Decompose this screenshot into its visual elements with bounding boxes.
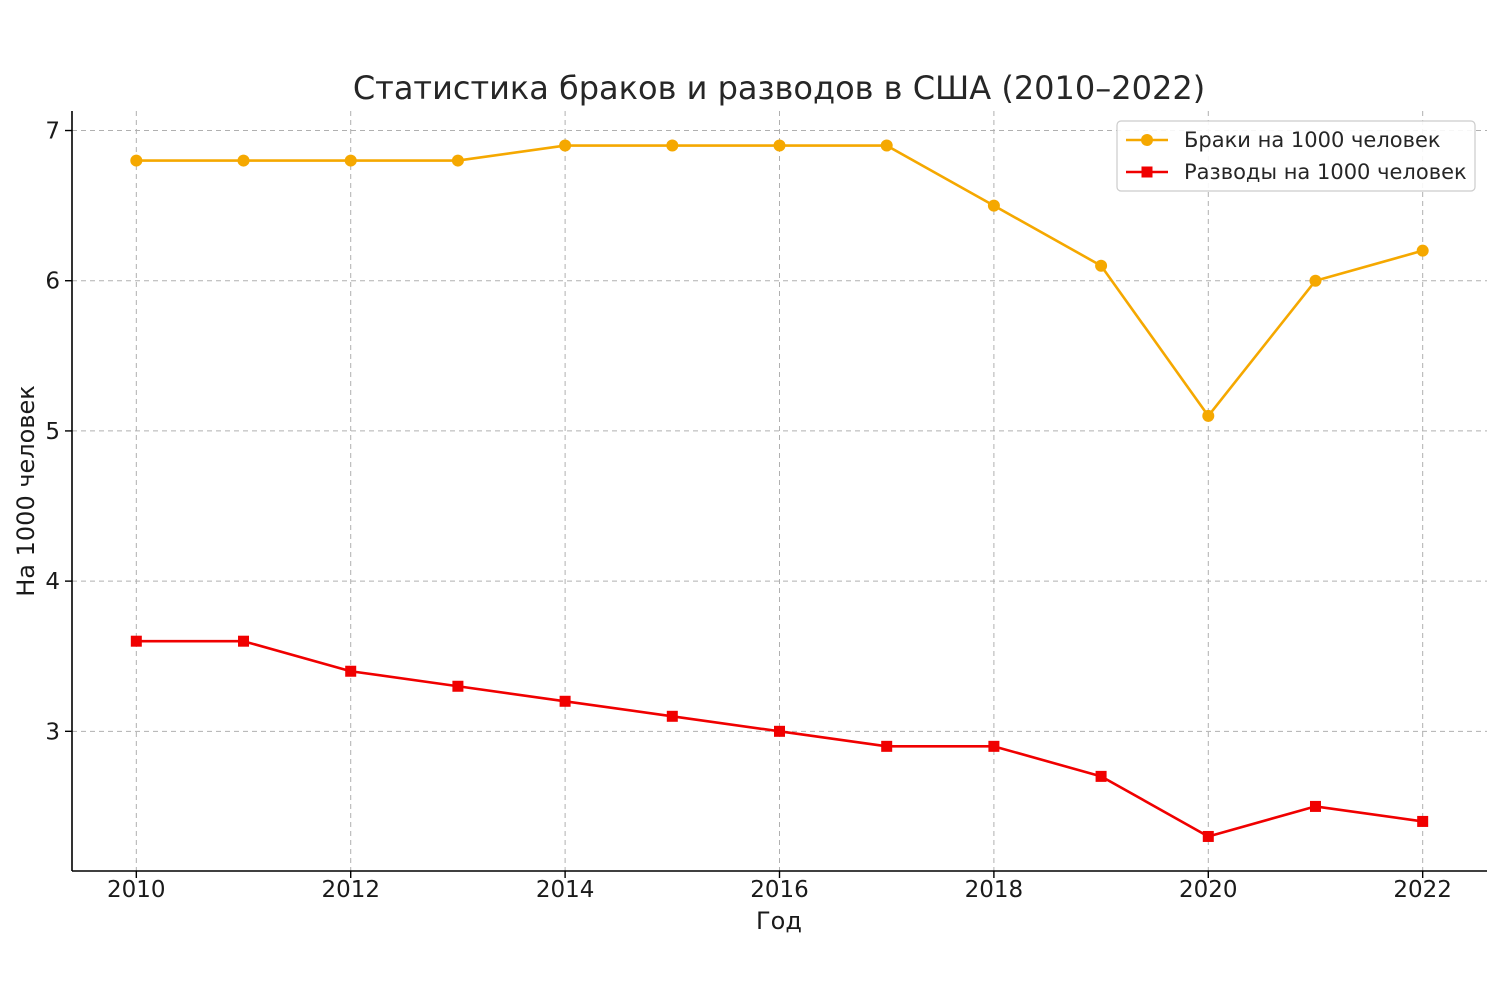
data-point	[1417, 815, 1429, 827]
data-point	[559, 695, 571, 707]
x-tick-label: 2012	[321, 877, 380, 903]
data-point	[559, 139, 572, 152]
data-point	[988, 740, 1000, 752]
x-tick-label: 2022	[1393, 877, 1452, 903]
data-point	[1309, 274, 1322, 287]
data-point	[1202, 830, 1214, 842]
y-tick-label: 4	[45, 569, 60, 595]
x-tick-label: 2014	[536, 877, 595, 903]
grid	[72, 111, 1487, 871]
data-point	[345, 665, 357, 677]
series-2	[130, 635, 1429, 842]
data-point	[881, 740, 893, 752]
y-ticks: 3 4 5 6 7	[45, 119, 72, 745]
x-tick-label: 2010	[107, 877, 166, 903]
chart-title: Статистика браков и разводов в США (2010…	[353, 69, 1205, 107]
x-ticks: 2010 2012 2014 2016 2018 2020 2022	[107, 871, 1452, 903]
legend-box	[1116, 120, 1476, 192]
y-tick-label: 6	[45, 269, 60, 295]
data-point	[451, 154, 464, 167]
legend-marker	[1141, 134, 1153, 146]
data-point	[774, 725, 785, 737]
x-tick-label: 2018	[965, 877, 1024, 903]
y-tick-label: 5	[45, 419, 60, 445]
x-tick-label: 2020	[1179, 877, 1238, 903]
data-point	[1095, 770, 1107, 782]
data-point	[238, 635, 250, 647]
data-point	[344, 154, 357, 167]
data-point	[1309, 800, 1321, 812]
y-tick-label: 7	[45, 119, 60, 145]
data-point	[666, 139, 679, 152]
y-axis-label: На 1000 человек	[12, 385, 40, 596]
data-point	[666, 710, 678, 722]
legend-label: Разводы на 1000 человек	[1184, 160, 1467, 184]
series-1	[130, 139, 1429, 422]
legend-label: Браки на 1000 человек	[1184, 128, 1441, 152]
data-point	[987, 199, 1000, 212]
data-point	[130, 154, 143, 167]
data-point	[1416, 244, 1429, 257]
series-group	[130, 139, 1429, 842]
data-point	[773, 139, 786, 152]
data-point	[237, 154, 250, 167]
data-point	[880, 139, 893, 152]
y-tick-label: 3	[45, 719, 60, 745]
data-point	[1095, 259, 1108, 272]
legend: Браки на 1000 человек Разводы на 1000 чел…	[1116, 120, 1476, 192]
data-point	[1202, 409, 1215, 422]
legend-marker	[1141, 166, 1153, 178]
data-point	[452, 680, 464, 692]
x-axis-label: Год	[756, 907, 802, 935]
data-point	[130, 635, 142, 647]
x-tick-label: 2016	[750, 877, 809, 903]
